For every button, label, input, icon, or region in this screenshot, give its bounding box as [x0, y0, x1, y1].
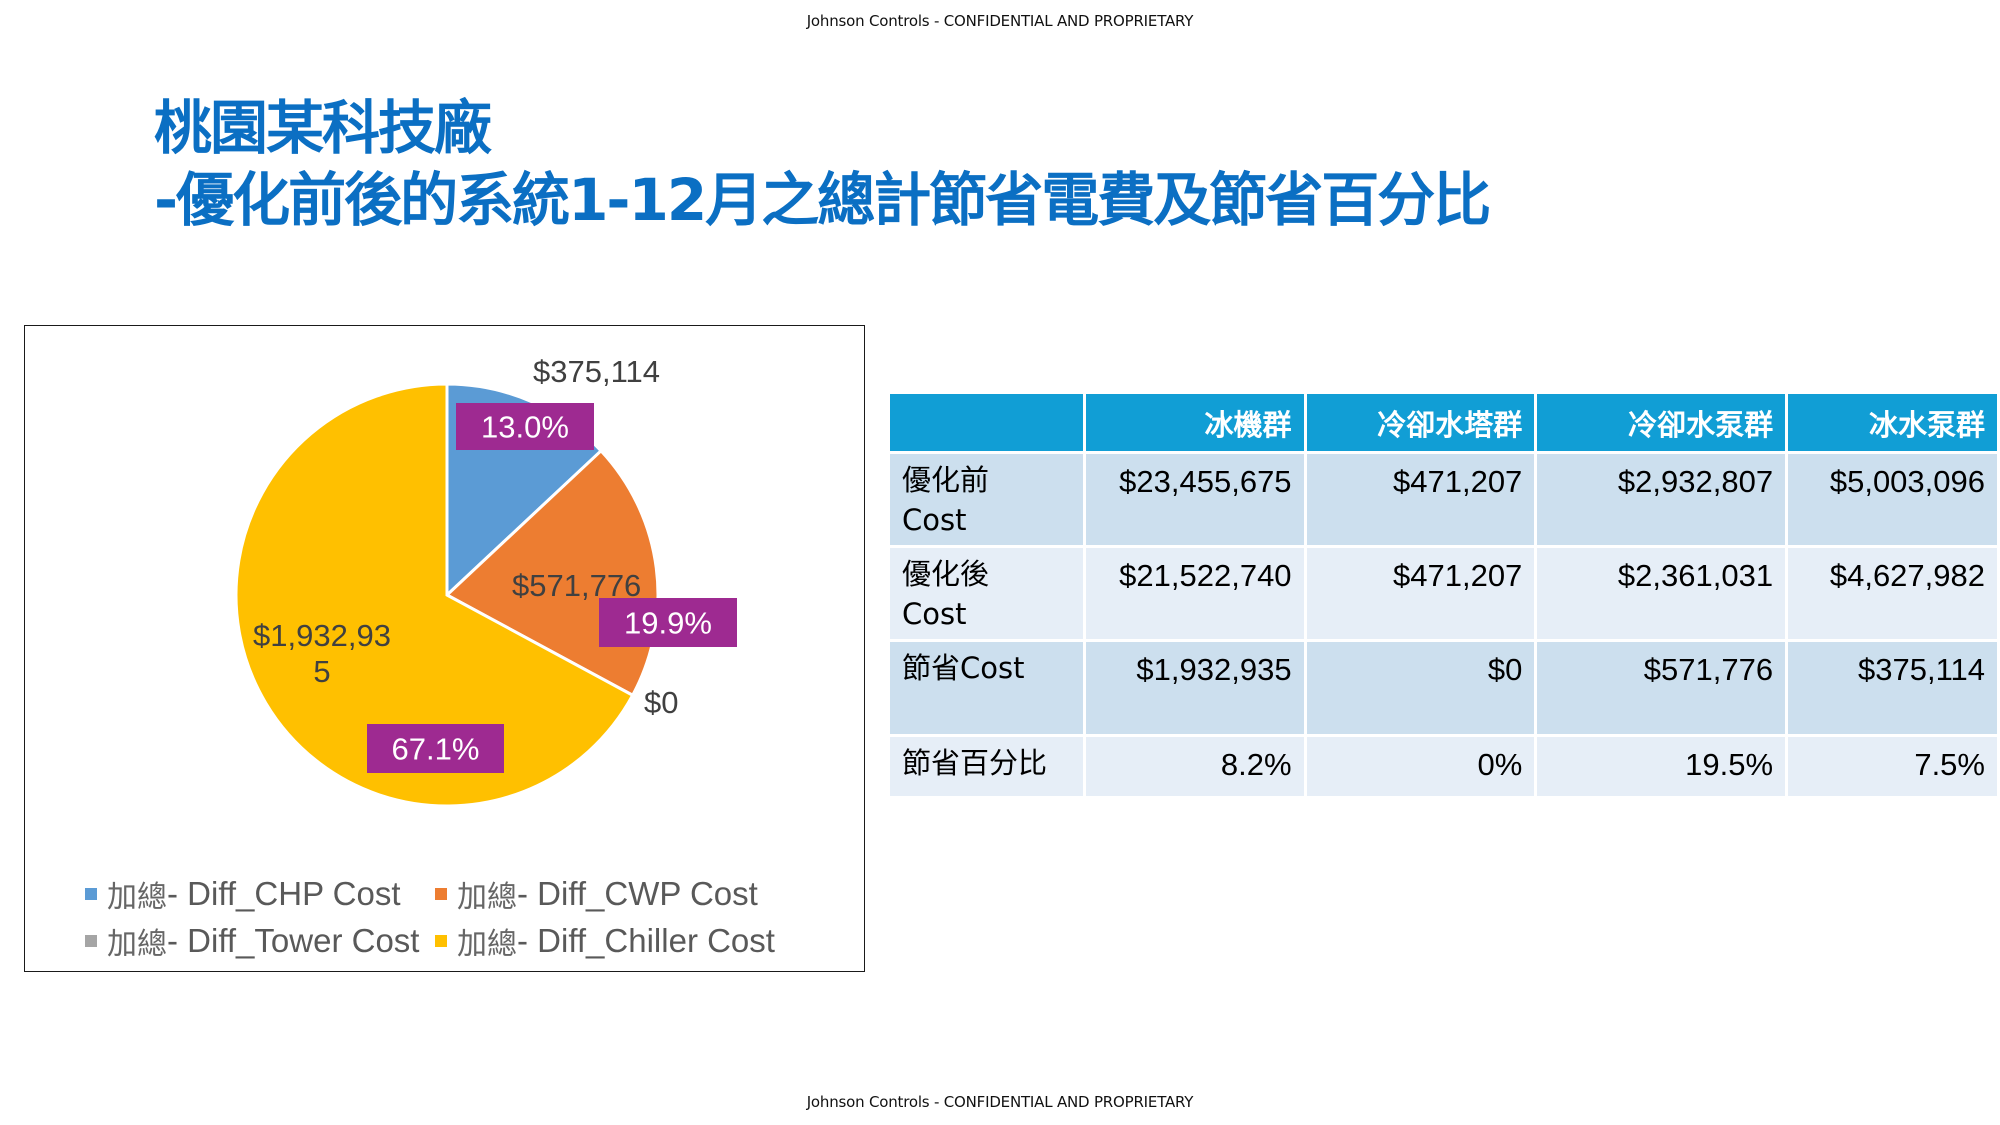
legend-label: - Diff_CHP Cost: [167, 875, 401, 912]
table-row: 節省百分比 8.2% 0% 19.5% 7.5%: [887, 734, 2000, 799]
cell: 0%: [1303, 734, 1538, 799]
legend-prefix: 加總: [107, 880, 167, 915]
cell: $4,627,982: [1785, 545, 2000, 642]
header-chwp-group: 冰水泵群: [1785, 391, 2000, 454]
data-label-chiller-percent-bg: [367, 724, 504, 773]
page-title: 桃園某科技廠 -優化前後的系統1-12月之總計節省電費及節省百分比: [154, 92, 1491, 236]
data-label-chp-value: $375,114: [533, 354, 660, 389]
legend-swatch-tower: [85, 935, 97, 947]
data-label-chp-percent-text: 13.0%: [481, 410, 569, 445]
cell: $471,207: [1303, 451, 1538, 548]
header-cwp-group: 冷卻水泵群: [1534, 391, 1789, 454]
confidential-header: Johnson Controls - CONFIDENTIAL AND PROP…: [806, 12, 1194, 30]
data-label-cwp-percent-bg: [599, 598, 737, 647]
table-row: 優化後 Cost $21,522,740 $471,207 $2,361,031 …: [887, 545, 2000, 642]
legend-prefix: 加總: [107, 927, 167, 962]
legend-item-tower: 加總 - Diff_Tower Cost: [85, 919, 419, 963]
legend-item-cwp: 加總 - Diff_CWP Cost: [435, 872, 758, 916]
cell: $571,776: [1534, 639, 1789, 737]
data-label-chp-percent-bg: [456, 403, 594, 450]
row-label-line1: 優化前: [902, 463, 990, 497]
data-label-tower-value: $0: [644, 685, 678, 720]
cell: $375,114: [1785, 639, 2000, 737]
legend-item-chp: 加總 - Diff_CHP Cost: [85, 872, 401, 916]
header-chiller-group: 冰機群: [1082, 391, 1307, 454]
row-label-line2: Cost: [902, 597, 967, 631]
legend-label: - Diff_CWP Cost: [517, 875, 758, 912]
title-line-2: -優化前後的系統1-12月之總計節省電費及節省百分比: [154, 166, 1491, 234]
row-label: 節省Cost: [887, 639, 1086, 737]
data-label-chp-percent: [456, 403, 594, 450]
header-corner: [887, 391, 1086, 454]
table-row: 優化前 Cost $23,455,675 $471,207 $2,932,807 …: [887, 451, 2000, 548]
pie-slice-chiller: [234, 382, 635, 808]
title-line-1: 桃園某科技廠: [154, 94, 492, 162]
cell: 19.5%: [1534, 734, 1789, 799]
legend-prefix: 加總: [457, 927, 517, 962]
data-label-chiller-value-line2: 5: [313, 654, 330, 689]
row-label: 節省百分比: [887, 734, 1086, 799]
data-label-cwp-percent-text: 19.9%: [624, 606, 712, 641]
pie-chart-frame: $375,114 13.0% $571,776 19.9% $0 $1,932,93 5 67…: [24, 325, 865, 972]
row-label: 優化前 Cost: [887, 451, 1086, 548]
data-label-cwp-percent: [599, 598, 737, 647]
legend-swatch-chp: [85, 888, 97, 900]
data-label-chiller-percent: [367, 724, 504, 773]
cell: $471,207: [1303, 545, 1538, 642]
cell: $1,932,935: [1082, 639, 1307, 737]
legend-swatch-cwp: [435, 888, 447, 900]
legend-item-chiller: 加總 - Diff_Chiller Cost: [435, 919, 775, 963]
cell: $21,522,740: [1082, 545, 1307, 642]
data-label-chiller-percent-text: 67.1%: [392, 732, 480, 767]
cell: $0: [1303, 639, 1538, 737]
confidential-footer: Johnson Controls - CONFIDENTIAL AND PROP…: [806, 1093, 1194, 1111]
row-label-line2: Cost: [902, 503, 967, 537]
row-label: 優化後 Cost: [887, 545, 1086, 642]
cell: 8.2%: [1082, 734, 1307, 799]
legend-prefix: 加總: [457, 880, 517, 915]
data-label-chiller-value-line1: $1,932,93: [253, 618, 391, 653]
table-row: 節省Cost $1,932,935 $0 $571,776 $375,114: [887, 639, 2000, 737]
legend-label: - Diff_Tower Cost: [167, 922, 420, 959]
row-label-line1: 優化後: [902, 557, 990, 591]
legend-swatch-chiller: [435, 935, 447, 947]
cell: $2,932,807: [1534, 451, 1789, 548]
legend-label: - Diff_Chiller Cost: [517, 922, 775, 959]
cell: $2,361,031: [1534, 545, 1789, 642]
header-tower-group: 冷卻水塔群: [1303, 391, 1538, 454]
cell: $5,003,096: [1785, 451, 2000, 548]
savings-table: 冰機群 冷卻水塔群 冷卻水泵群 冰水泵群 優化前 Cost $23,455,675…: [887, 391, 2000, 799]
cell: $23,455,675: [1082, 451, 1307, 548]
row-label-line1: 節省Cost: [902, 651, 1025, 685]
row-label-line1: 節省百分比: [902, 746, 1048, 780]
data-label-cwp-value: $571,776: [512, 568, 641, 603]
cell: 7.5%: [1785, 734, 2000, 799]
table-header-row: 冰機群 冷卻水塔群 冷卻水泵群 冰水泵群: [887, 391, 2000, 454]
